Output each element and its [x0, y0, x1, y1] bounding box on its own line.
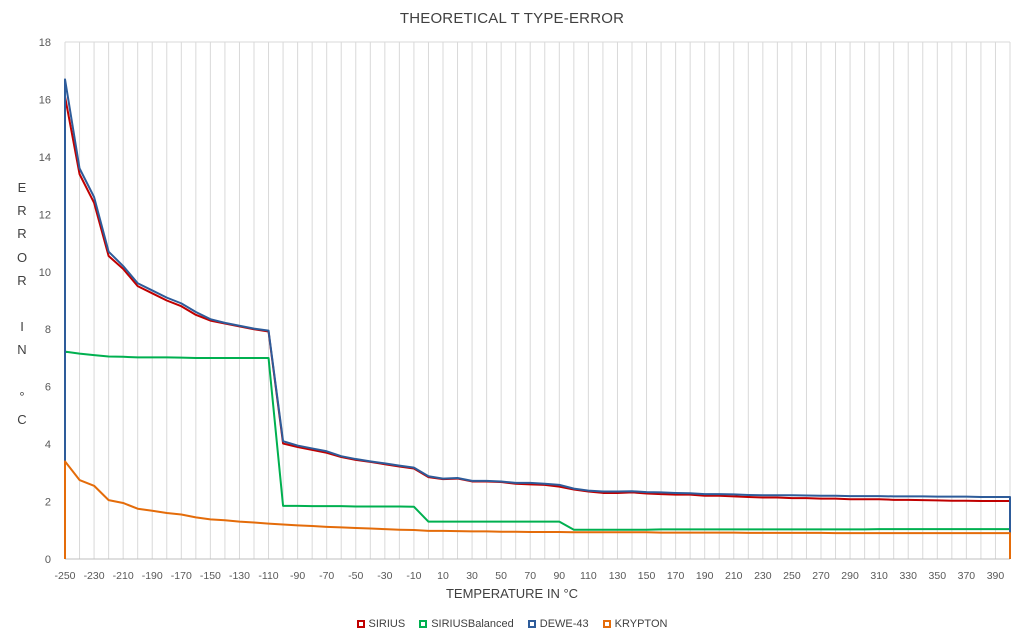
x-tick-label: 190 — [696, 570, 714, 582]
legend-item: SIRIUSBalanced — [419, 618, 514, 630]
x-tick-label: 370 — [958, 570, 976, 582]
y-tick-label: 0 — [45, 554, 51, 566]
y-axis-label-letter: E — [17, 180, 27, 195]
legend-swatch — [602, 620, 611, 628]
y-axis-label-letter — [12, 362, 32, 385]
x-tick-label: 250 — [783, 570, 801, 582]
legend-item: SIRIUS — [356, 618, 406, 630]
x-tick-label: -110 — [258, 570, 278, 582]
x-tick-label: -70 — [319, 570, 334, 582]
x-tick-label: 50 — [495, 570, 507, 582]
x-tick-label: 30 — [466, 570, 478, 582]
y-tick-label: 8 — [45, 324, 51, 336]
x-tick-label: -130 — [229, 570, 250, 582]
legend-swatch — [419, 620, 428, 628]
y-tick-label: 2 — [45, 497, 51, 509]
x-tick-label: 390 — [987, 570, 1005, 582]
x-tick-label: 350 — [929, 570, 947, 582]
legend-label: DEWE-43 — [539, 618, 589, 630]
y-axis-label-letter: R — [17, 226, 27, 242]
chart-title: THEORETICAL T TYPE-ERROR — [399, 10, 625, 27]
series-line-siriusbalanced — [64, 350, 1011, 559]
y-axis-label: E R R O R I N ° C — [12, 176, 32, 431]
y-axis-label-letter: ° — [19, 388, 25, 404]
x-tick-label: 10 — [437, 570, 449, 582]
legend-label: KRYPTON — [614, 618, 668, 630]
x-tick-label: 70 — [524, 570, 536, 582]
x-tick-label: -170 — [171, 570, 192, 582]
x-tick-label: 210 — [725, 570, 743, 582]
x-axis-ticks: -250 -230 -210 -190 -170 -150 -130 -110 -90 -70 -5… — [54, 570, 1004, 582]
legend-swatch — [527, 620, 536, 628]
x-tick-label: -30 — [377, 570, 392, 582]
x-tick-label: 230 — [754, 570, 772, 582]
x-tick-label: -250 — [54, 570, 75, 582]
y-tick-label: 4 — [45, 439, 51, 451]
x-tick-label: 150 — [638, 570, 656, 582]
y-tick-label: 16 — [39, 94, 51, 106]
x-tick-label: 170 — [667, 570, 685, 582]
legend-label: SIRIUSBalanced — [431, 618, 514, 630]
x-tick-label: -90 — [290, 570, 305, 582]
y-axis-label-letter: R — [17, 203, 27, 219]
y-axis-label-letter — [12, 292, 32, 315]
y-tick-label: 18 — [39, 37, 51, 49]
y-axis-label-letter: C — [17, 411, 27, 427]
y-axis-label-letter: N — [17, 342, 27, 358]
y-tick-label: 14 — [39, 152, 51, 164]
series-line-sirius — [64, 95, 1011, 559]
y-tick-label: 10 — [39, 267, 51, 279]
x-tick-label: -150 — [200, 570, 221, 582]
x-axis-label: TEMPERATURE IN °C — [445, 586, 579, 601]
legend-label: SIRIUS — [368, 618, 406, 630]
legend-item: KRYPTON — [602, 618, 668, 630]
series-lines — [64, 78, 1011, 559]
x-tick-label: 310 — [870, 570, 888, 582]
x-tick-label: 90 — [553, 570, 565, 582]
y-axis-label-letter: I — [20, 319, 24, 335]
legend-item: DEWE-43 — [527, 618, 589, 630]
x-tick-label: 290 — [841, 570, 859, 582]
x-tick-label: 110 — [580, 570, 597, 582]
x-tick-label: 330 — [899, 570, 917, 582]
y-tick-label: 12 — [39, 209, 51, 221]
legend: SIRIUS SIRIUSBalanced DEWE-43 KRYPTON — [0, 618, 1024, 630]
series-line-krypton — [64, 460, 1011, 559]
y-tick-label: 6 — [45, 382, 51, 394]
y-axis-label-letter: R — [17, 272, 27, 288]
x-tick-label: -10 — [406, 570, 421, 582]
x-tick-label: -230 — [84, 570, 105, 582]
y-axis-ticks: 0 2 4 6 8 10 12 14 16 18 — [39, 37, 51, 566]
y-axis-label-letter: O — [16, 249, 28, 265]
series-line-dewe-43 — [64, 78, 1011, 559]
x-tick-label: -210 — [113, 570, 134, 582]
x-tick-label: 130 — [609, 570, 627, 582]
x-tick-label: 270 — [812, 570, 830, 582]
x-tick-label: -190 — [142, 570, 163, 582]
grid-lines — [64, 41, 1011, 560]
x-tick-label: -50 — [348, 570, 363, 582]
legend-swatch — [356, 620, 365, 628]
